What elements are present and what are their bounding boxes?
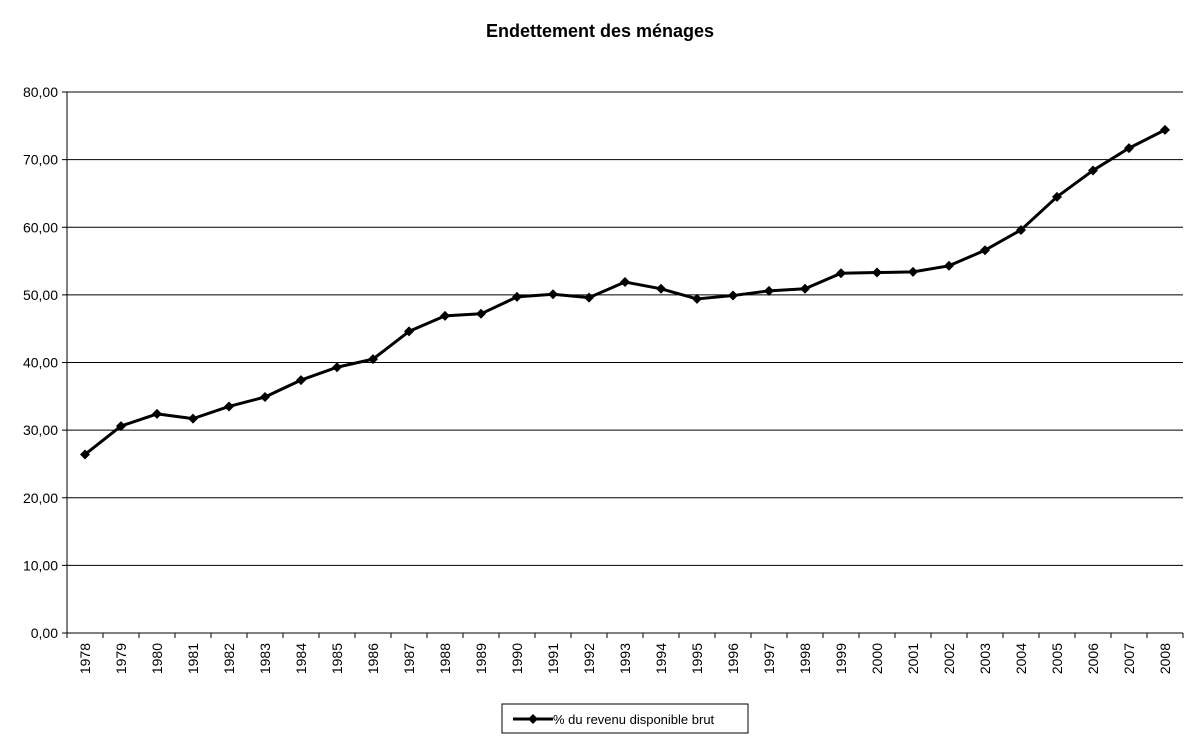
x-tick-label: 1981 [185, 643, 201, 674]
gridlines [67, 91, 1183, 566]
x-tick-label: 1985 [329, 643, 345, 674]
x-tick-label: 1979 [113, 643, 129, 674]
data-point [620, 277, 630, 288]
x-tick-label: 1986 [365, 643, 381, 674]
x-tick-label: 2002 [941, 643, 957, 674]
data-point [836, 268, 846, 279]
x-tick-label: 1998 [797, 643, 813, 674]
x-tick-label: 2000 [869, 643, 885, 674]
legend: % du revenu disponible brut [501, 703, 749, 734]
data-point [800, 283, 810, 294]
data-point [368, 354, 378, 365]
data-point [1124, 143, 1134, 154]
x-tick-label: 1988 [437, 643, 453, 674]
x-tick-label: 1992 [581, 643, 597, 674]
data-point [296, 375, 306, 386]
data-point [872, 267, 882, 278]
x-tick-label: 1997 [761, 643, 777, 674]
y-tick-label: 30,00 [23, 422, 58, 438]
x-tick-label: 1990 [509, 643, 525, 674]
x-axis-tick-labels: 1978 1979 1980 1981 1982 1983 1984 1985 1986 1987… [77, 643, 1173, 674]
x-tick-label: 1983 [257, 643, 273, 674]
x-tick-label: 1994 [653, 643, 669, 674]
chart-title: Endettement des ménages [486, 21, 714, 41]
x-tick-label: 1984 [293, 643, 309, 674]
y-tick-label: 50,00 [23, 287, 58, 303]
data-point [476, 308, 486, 319]
y-tick-label: 80,00 [23, 84, 58, 100]
axes [62, 91, 1184, 638]
y-tick-label: 0,00 [31, 625, 58, 641]
series-line [84, 128, 1166, 456]
data-point [188, 413, 198, 424]
legend-label: % du revenu disponible brut [553, 712, 715, 727]
x-tick-label: 2006 [1085, 643, 1101, 674]
x-tick-label: 2003 [977, 643, 993, 674]
data-point [656, 283, 666, 294]
x-tick-label: 1993 [617, 643, 633, 674]
data-point [116, 421, 126, 432]
y-tick-label: 10,00 [23, 557, 58, 573]
x-tick-label: 1978 [77, 643, 93, 674]
x-tick-label: 1980 [149, 643, 165, 674]
legend-marker [528, 714, 538, 724]
data-point [584, 292, 594, 303]
data-point [548, 289, 558, 300]
data-point [332, 362, 342, 373]
y-tick-label: 20,00 [23, 490, 58, 506]
x-tick-label: 2007 [1121, 643, 1137, 674]
x-tick-label: 2005 [1049, 643, 1065, 674]
data-point [152, 408, 162, 419]
x-tick-label: 1987 [401, 643, 417, 674]
y-tick-label: 40,00 [23, 355, 58, 371]
data-point [1088, 165, 1098, 176]
y-tick-label: 60,00 [23, 219, 58, 235]
x-tick-label: 1989 [473, 643, 489, 674]
data-point [980, 245, 990, 256]
x-tick-label: 1999 [833, 643, 849, 674]
x-tick-label: 2008 [1157, 643, 1173, 674]
data-point [1016, 224, 1026, 235]
data-point [908, 266, 918, 277]
data-point [512, 291, 522, 302]
data-point [404, 326, 414, 337]
data-point [80, 449, 90, 460]
data-point [764, 285, 774, 296]
data-series [80, 124, 1170, 460]
x-tick-label: 2001 [905, 643, 921, 674]
x-tick-label: 2004 [1013, 643, 1029, 674]
y-tick-label: 70,00 [23, 152, 58, 168]
x-tick-label: 1996 [725, 643, 741, 674]
data-point [1052, 191, 1062, 202]
x-tick-label: 1995 [689, 643, 705, 674]
x-tick-label: 1982 [221, 643, 237, 674]
data-point [728, 290, 738, 301]
data-point [440, 310, 450, 321]
data-point [692, 293, 702, 304]
data-point [944, 260, 954, 271]
x-tick-label: 1991 [545, 643, 561, 674]
data-point [260, 391, 270, 402]
data-point [224, 401, 234, 412]
y-axis-tick-labels: 0,00 10,00 20,00 30,00 40,00 50,00 60,00 70,00 8… [23, 84, 58, 641]
data-point [1160, 124, 1170, 135]
